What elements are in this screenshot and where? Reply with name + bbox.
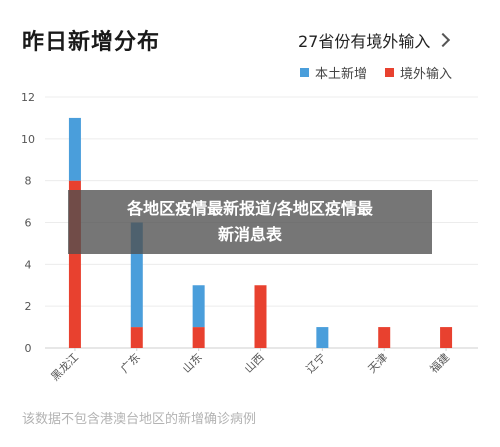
chart-legend: 本土新增 境外输入 xyxy=(300,63,452,82)
legend-swatch-local xyxy=(300,68,309,77)
bar-imported-2 xyxy=(192,327,205,348)
x-tick-label: 山东 xyxy=(180,351,205,376)
chart-title: 昨日新增分布 xyxy=(22,30,161,55)
footnote: 该数据不包含港澳台地区的新增确诊病例 xyxy=(22,412,257,427)
overseas-input-link[interactable]: 27省份有境外输入 xyxy=(298,28,451,52)
y-tick-label: 6 xyxy=(25,217,32,230)
overseas-input-link-label: 27省份有境外输入 xyxy=(298,32,431,51)
x-tick-label: 黑龙江 xyxy=(49,351,82,384)
overlay-banner: 各地区疫情最新报道/各地区疫情最 新消息表 xyxy=(68,190,432,254)
y-tick-label: 10 xyxy=(21,133,35,146)
overlay-line-1: 各地区疫情最新报道/各地区疫情最 xyxy=(127,199,373,218)
y-tick-label: 2 xyxy=(25,300,32,313)
overlay-line-2: 新消息表 xyxy=(217,225,282,244)
y-tick-label: 12 xyxy=(21,91,35,104)
bar-local-2 xyxy=(192,285,205,328)
legend-swatch-imported xyxy=(385,68,395,77)
y-tick-label: 0 xyxy=(25,342,32,355)
bar-imported-1 xyxy=(130,327,143,348)
bar-local-4 xyxy=(316,327,329,348)
legend-item-imported: 境外输入 xyxy=(385,63,452,82)
bar-local-0 xyxy=(68,117,81,181)
legend-label-local: 本土新增 xyxy=(315,67,368,82)
bar-imported-3 xyxy=(254,285,267,348)
legend-label-imported: 境外输入 xyxy=(400,67,453,82)
x-tick-label: 天津 xyxy=(366,351,391,376)
bar-imported-6 xyxy=(440,327,453,348)
bar-imported-5 xyxy=(378,327,391,348)
y-tick-label: 8 xyxy=(25,175,32,188)
y-tick-label: 4 xyxy=(25,258,32,271)
x-tick-label: 辽宁 xyxy=(303,350,328,375)
legend-item-local: 本土新增 xyxy=(300,63,367,82)
x-tick-label: 广东 xyxy=(118,351,143,376)
x-tick-label: 山西 xyxy=(242,351,267,376)
x-tick-label: 福建 xyxy=(427,350,452,375)
